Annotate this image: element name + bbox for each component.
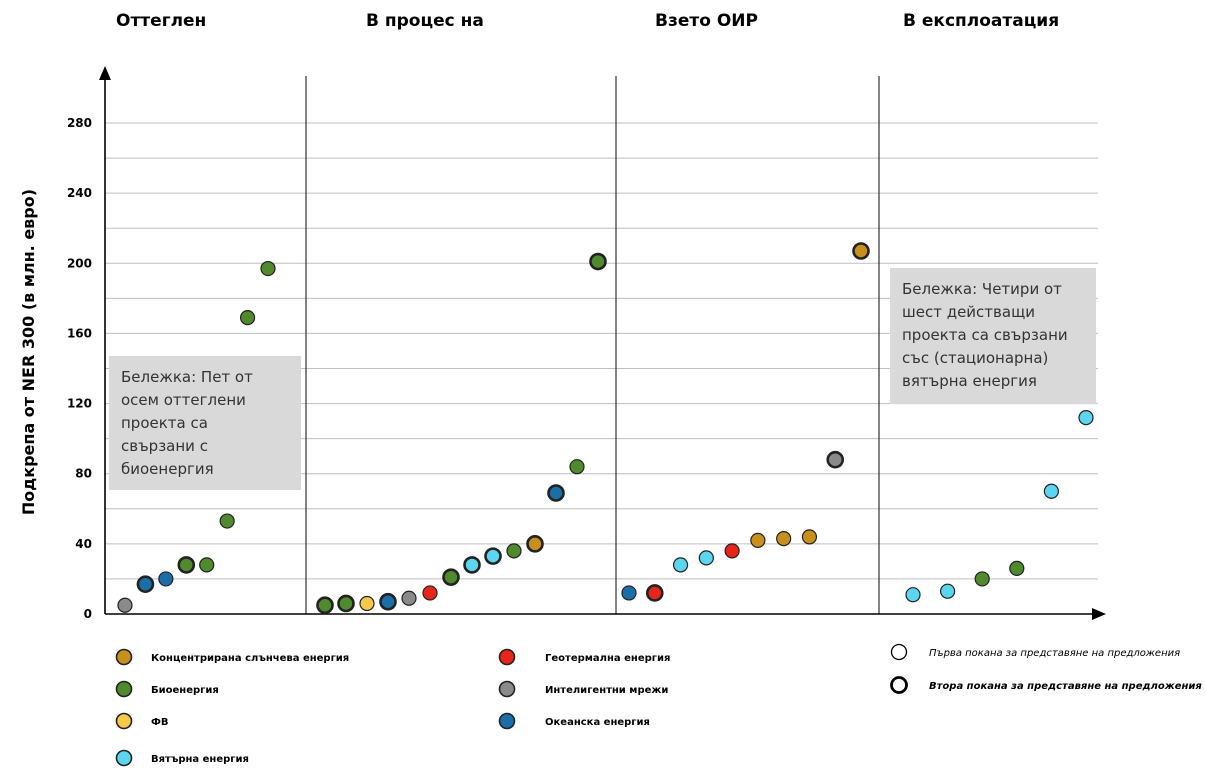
data-point	[484, 547, 502, 565]
note-line: биоенергия	[121, 460, 214, 478]
data-point	[724, 543, 740, 559]
y-tick-label: 80	[75, 467, 92, 481]
data-point	[569, 459, 585, 475]
legend-label: Интелигентни мрежи	[545, 685, 668, 696]
data-point	[852, 242, 870, 260]
data-point	[260, 260, 276, 277]
data-point	[117, 597, 133, 613]
panel-title: Взето ОИР	[655, 11, 758, 31]
data-point	[974, 571, 990, 587]
legend-marker	[498, 712, 516, 730]
notes: Бележка: Пет от осем оттеглени проекта са с…	[109, 268, 1096, 490]
data-point	[905, 587, 921, 603]
legend-label: Океанска енергия	[545, 717, 650, 728]
data-point	[158, 571, 174, 587]
data-point	[621, 585, 637, 601]
note-line: Бележка: Пет от	[121, 368, 253, 386]
data-point	[645, 584, 664, 602]
legend-marker	[115, 680, 133, 698]
data-point	[136, 575, 155, 593]
y-tick-label: 120	[67, 397, 92, 411]
data-point	[801, 529, 818, 545]
panel-titles: Оттеглен В процес на Взето ОИР В експлоатац…	[116, 11, 1059, 31]
legend-label: ФВ	[151, 717, 169, 728]
data-point	[826, 450, 845, 469]
data-point	[337, 594, 355, 613]
data-point	[316, 596, 334, 615]
legend-label: Вятърна енергия	[151, 754, 249, 765]
data-point	[199, 557, 215, 573]
legend-call-marker	[890, 643, 908, 661]
note-line: осем оттеглени	[121, 391, 246, 409]
data-point	[750, 532, 766, 548]
legend-marker	[498, 648, 516, 666]
legend-marker	[115, 749, 133, 767]
legend-call-label: Втора покана за представяне на предложен…	[929, 681, 1202, 692]
panel-title: В експлоатация	[903, 11, 1059, 31]
data-point	[526, 535, 544, 553]
data-point	[939, 583, 956, 599]
data-point	[177, 556, 196, 574]
data-point	[463, 556, 481, 574]
data-point	[379, 592, 397, 611]
y-tick-label: 160	[67, 326, 92, 340]
data-point	[1078, 410, 1094, 426]
data-point	[698, 550, 714, 566]
panel-title: Оттеглен	[116, 11, 206, 31]
note-line: свързани с	[121, 437, 208, 455]
data-point	[219, 513, 235, 529]
note-line: шест действащи	[902, 303, 1035, 321]
data-point	[422, 585, 438, 601]
data-point	[506, 543, 522, 559]
note-line: със (стационарна)	[902, 349, 1048, 367]
legend-call-label: Първа покана за представяне на предложен…	[929, 648, 1180, 659]
data-point	[401, 590, 417, 606]
note-line: проекта са свързани	[902, 326, 1068, 344]
data-point	[359, 595, 375, 612]
note-box	[109, 356, 301, 490]
axes: 0 40 80 120 160 200 240 280 Подкрепа от NER 300 …	[19, 66, 1106, 621]
legend-label: Концентрирана слънчева енергия	[151, 653, 349, 664]
data-point	[776, 530, 792, 547]
legend-call-marker	[890, 676, 908, 694]
legend-marker	[498, 680, 516, 698]
legend-label: Геотермална енергия	[545, 653, 670, 664]
y-tick-label: 200	[67, 256, 92, 270]
note-box	[890, 268, 1096, 404]
data-point	[442, 568, 460, 586]
data-point	[589, 252, 607, 271]
legend-marker	[115, 648, 133, 666]
data-point	[239, 310, 256, 326]
panel-title: В процес на	[366, 11, 484, 31]
data-point	[547, 484, 565, 502]
y-axis-label: Подкрепа от NER 300 (в млн. евро)	[19, 189, 38, 515]
data-point	[1009, 560, 1025, 577]
y-tick-label: 280	[67, 116, 92, 130]
y-axis-arrow	[99, 66, 111, 80]
note-line: проекта са	[121, 414, 208, 432]
data-points	[117, 242, 1094, 615]
x-axis-arrow	[1092, 608, 1106, 620]
y-tick-label: 0	[84, 607, 92, 621]
legend-label: Биоенергия	[151, 685, 219, 696]
legend-marker	[115, 712, 133, 730]
y-tick-label: 40	[75, 537, 92, 551]
data-point	[1043, 483, 1060, 499]
note-line: Бележка: Четири от	[902, 280, 1062, 298]
y-tick-label: 240	[67, 186, 92, 200]
note-line: вятърна енергия	[902, 372, 1037, 390]
data-point	[672, 557, 689, 573]
legend: Концентрирана слънчева енергия Биоенергия…	[115, 643, 1202, 767]
